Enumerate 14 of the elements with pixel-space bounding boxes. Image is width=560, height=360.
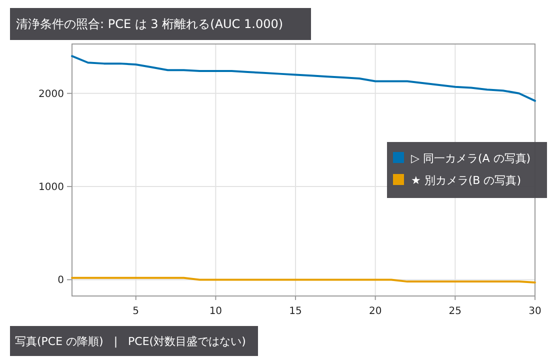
x-tick-label: 5 (132, 306, 140, 317)
x-axis-title: 写真(PCE の降順) | PCE(対数目盛ではない) (15, 334, 246, 348)
y-tick-label: 2000 (38, 88, 64, 100)
chart-title: 清浄条件の照合: PCE は 3 桁離れる(AUC 1.000) (16, 17, 284, 32)
x-tick-label: 10 (209, 306, 222, 317)
legend-label: ★ 別カメラ(B の写真) (411, 174, 521, 187)
y-tick-label: 0 (58, 275, 64, 286)
x-tick-label: 15 (289, 306, 302, 317)
line-series (71, 55, 536, 102)
legend-label: ▷ 同一カメラ(A の写真) (411, 152, 531, 165)
x-tick-label: 30 (528, 306, 542, 317)
y-tick-label: 1000 (38, 182, 64, 194)
x-tick-label: 20 (368, 306, 382, 317)
x-tick-label: 25 (448, 306, 462, 317)
